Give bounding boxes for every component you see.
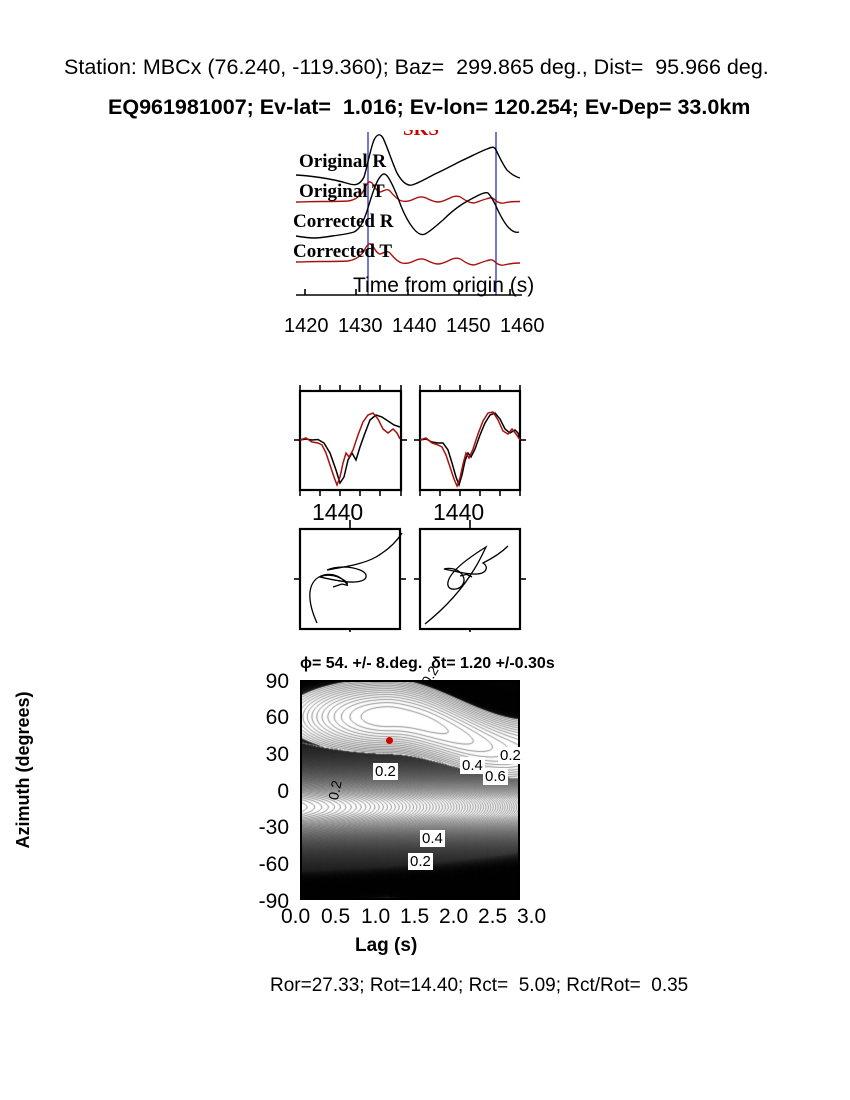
svg-text:SKS: SKS (403, 130, 439, 140)
svg-text:Original T: Original T (299, 181, 385, 202)
svg-text:1430: 1430 (338, 315, 383, 337)
svg-text:Original R: Original R (299, 151, 386, 172)
svg-text:1440: 1440 (392, 315, 437, 337)
svg-text:Corrected T: Corrected T (293, 241, 392, 262)
svg-text:Corrected R: Corrected R (293, 211, 394, 232)
svg-text:1450: 1450 (446, 315, 491, 337)
svg-text:1460: 1460 (500, 315, 545, 337)
svg-text:1420: 1420 (284, 315, 329, 337)
svg-text:Time from origin (s): Time from origin (s) (353, 274, 534, 297)
